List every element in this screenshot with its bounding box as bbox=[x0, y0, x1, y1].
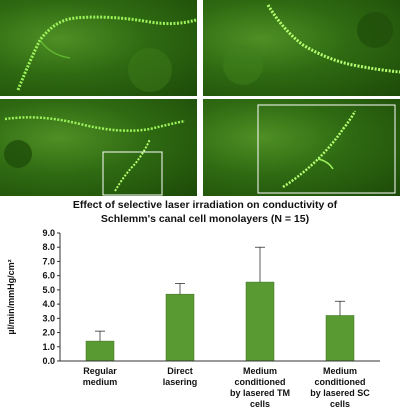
x-category-label: medium bbox=[83, 377, 118, 387]
y-tick-label: 0.0 bbox=[42, 356, 55, 366]
micrograph-bottom-right bbox=[203, 99, 400, 196]
chart-title-line2: Schlemm's canal cell monolayers (N = 15) bbox=[100, 213, 310, 225]
chart-title-line1: Effect of selective laser irradiation on… bbox=[72, 199, 338, 211]
y-axis-label: µl/min/mmHg/cm² bbox=[6, 259, 16, 334]
x-category-label: Medium bbox=[323, 366, 357, 376]
y-tick-label: 7.0 bbox=[42, 256, 55, 266]
micrograph-top-left-art bbox=[16, 15, 197, 92]
x-category-label: conditioned bbox=[235, 377, 286, 387]
micrograph-bottom-left-art bbox=[4, 116, 186, 196]
x-category-label: Medium bbox=[243, 366, 277, 376]
x-axis-labels: RegularmediumDirectlaseringMediumconditi… bbox=[83, 366, 371, 409]
error-bars bbox=[95, 246, 345, 342]
micrograph-bottom-left bbox=[0, 99, 197, 196]
inset-box bbox=[102, 151, 163, 196]
y-tick-label: 2.0 bbox=[42, 328, 55, 338]
x-category-label: cells bbox=[330, 399, 350, 409]
y-tick-label: 3.0 bbox=[42, 313, 55, 323]
bars bbox=[85, 281, 355, 362]
x-category-label: lasering bbox=[163, 377, 198, 387]
zoom-frame bbox=[257, 104, 396, 194]
bar bbox=[325, 315, 355, 362]
bar-chart: 0.0 1.0 2.0 3.0 4.0 5.0 6.0 7.0 8.0 9.0 Regularme… bbox=[6, 228, 380, 409]
bar bbox=[245, 281, 275, 362]
bar bbox=[85, 340, 115, 362]
y-tick-label: 8.0 bbox=[42, 242, 55, 252]
y-tick-label: 9.0 bbox=[42, 228, 55, 238]
x-category-label: by lasered SC bbox=[310, 388, 370, 398]
x-category-label: cells bbox=[250, 399, 270, 409]
micrograph-top-right bbox=[203, 0, 400, 96]
y-axis-ticks: 0.0 1.0 2.0 3.0 4.0 5.0 6.0 7.0 8.0 9.0 bbox=[42, 228, 60, 366]
micrograph-bottom-right-art bbox=[257, 104, 396, 194]
y-tick-label: 6.0 bbox=[42, 271, 55, 281]
x-category-label: by lasered TM bbox=[230, 388, 290, 398]
bar bbox=[165, 293, 195, 362]
micrograph-top-right-art bbox=[223, 4, 400, 85]
micrograph-top-left bbox=[0, 0, 197, 96]
y-tick-label: 4.0 bbox=[42, 299, 55, 309]
y-tick-label: 5.0 bbox=[42, 285, 55, 295]
x-category-label: Direct bbox=[167, 366, 193, 376]
x-category-label: conditioned bbox=[315, 377, 366, 387]
x-category-label: Regular bbox=[83, 366, 117, 376]
y-tick-label: 1.0 bbox=[42, 342, 55, 352]
